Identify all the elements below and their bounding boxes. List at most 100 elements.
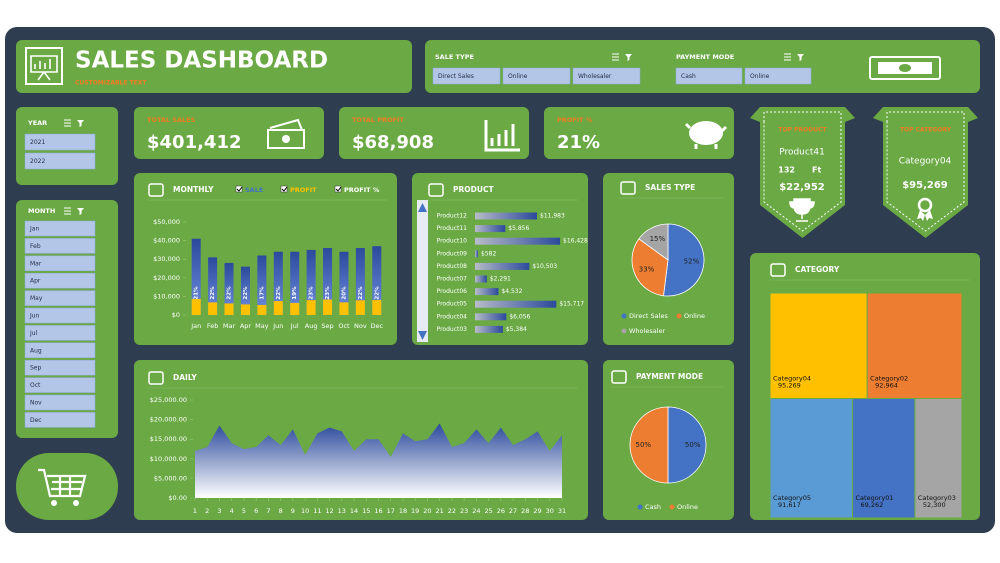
scroll-up[interactable] (418, 203, 427, 212)
slicer-button[interactable] (24, 152, 96, 170)
slicer-option[interactable]: 2021 (30, 139, 45, 146)
legend-check (236, 186, 243, 192)
filter-icon[interactable] (625, 54, 632, 61)
slicer-button[interactable] (24, 394, 96, 411)
chart-title: DAILY (173, 373, 197, 382)
y-tick-label: Product12 (437, 213, 468, 220)
slicer-button[interactable] (24, 255, 96, 272)
legend-label[interactable]: SALE (245, 186, 263, 194)
treemap-cell[interactable] (769, 398, 854, 519)
sale-bar (323, 248, 333, 315)
x-tick-label: 22 (448, 507, 456, 515)
x-tick-label: Nov (354, 322, 367, 330)
legend-checkbox[interactable] (280, 185, 288, 193)
x-tick-label: 15 (362, 507, 370, 515)
filter-icon (612, 53, 619, 61)
profit-pct-label: 21% (194, 286, 200, 300)
ribbon (873, 107, 978, 238)
slicer-button[interactable] (24, 325, 96, 341)
slicer-button[interactable] (24, 272, 96, 289)
profit-bar (257, 304, 267, 315)
pie-slice (663, 223, 705, 297)
slicer-option[interactable]: Jun (29, 313, 40, 320)
top-product-name: Product41 (779, 148, 825, 158)
chart-title: CATEGORY (795, 265, 840, 274)
slicer-button[interactable] (24, 307, 96, 324)
slicer-option[interactable]: Wholesaler (578, 73, 612, 80)
slicer-button[interactable] (24, 220, 96, 237)
slicer-option[interactable]: Online (508, 73, 528, 80)
slicer-option[interactable]: Sep (30, 365, 42, 372)
slicer-option[interactable]: Jan (29, 226, 39, 233)
slicer-option[interactable]: Nov (30, 400, 42, 407)
slicer-option[interactable]: Jul (29, 330, 38, 337)
slicer-option[interactable]: Cash (681, 73, 696, 80)
x-tick-label: 20 (423, 507, 431, 515)
scroll-down[interactable] (418, 331, 427, 340)
slicer-option[interactable]: 2022 (30, 158, 45, 165)
y-tick-label: $0 (172, 311, 180, 319)
treemap-cell[interactable] (852, 398, 916, 519)
slicer-button[interactable] (24, 359, 96, 376)
slicer-button[interactable] (24, 342, 96, 359)
bar (475, 262, 530, 270)
profit-pct-label: 19% (292, 286, 298, 300)
profit-bar (290, 302, 300, 315)
cart-icon (73, 500, 79, 506)
slicer-button[interactable] (744, 67, 812, 85)
y-tick-label: Product05 (437, 301, 468, 308)
top-category-value: $95,269 (902, 180, 948, 191)
slicer-button[interactable] (24, 377, 96, 393)
scrollbar[interactable] (417, 200, 428, 342)
profit-bar (355, 300, 365, 315)
y-tick-label: $20,000.00 (150, 416, 187, 424)
slicer-button[interactable] (24, 412, 96, 428)
slicer-button[interactable] (24, 133, 96, 151)
filter-icon[interactable] (797, 54, 804, 61)
slicer-button[interactable] (572, 67, 641, 85)
slicer-option[interactable]: Mar (30, 260, 42, 267)
kpi-icon (684, 122, 728, 149)
y-tick-label: Product06 (437, 288, 468, 295)
slicer-option[interactable]: Feb (30, 243, 41, 250)
slicer-option[interactable]: May (30, 295, 43, 302)
legend-label[interactable]: PROFIT (290, 186, 317, 194)
dashboard-subtitle: CUSTOMIZABLE TEXT (75, 80, 147, 87)
slicer-button[interactable] (24, 238, 96, 254)
treemap-cell[interactable] (866, 292, 963, 400)
slicer-option[interactable]: Oct (30, 382, 41, 389)
value-label: $11,983 (540, 213, 565, 220)
y-tick-label: Product03 (437, 326, 468, 333)
legend-label[interactable]: PROFIT % (344, 186, 380, 194)
slicer-button[interactable] (24, 290, 96, 306)
legend-checkbox[interactable] (334, 185, 342, 193)
value-label: $16,428 (563, 238, 588, 245)
x-tick-label: 18 (399, 507, 407, 515)
slicer-label: YEAR (27, 119, 47, 127)
treemap-cell[interactable] (769, 292, 868, 400)
slicer-button[interactable] (675, 67, 743, 85)
filter-icon[interactable] (77, 120, 84, 127)
slicer-option[interactable]: Aug (30, 347, 42, 354)
header-icon (25, 47, 63, 85)
value-label: $2,291 (490, 276, 511, 283)
pie-slice (629, 406, 669, 484)
slicer-button[interactable] (502, 67, 571, 85)
slicer-button[interactable] (432, 67, 501, 85)
cart-icon (38, 468, 87, 498)
slice-label: 33% (639, 265, 655, 273)
treemap-cell[interactable] (914, 398, 963, 519)
legend-marker (637, 504, 643, 510)
slicer-option[interactable]: Online (750, 73, 770, 80)
cart-panel[interactable] (16, 453, 118, 520)
slicer-option[interactable]: Dec (30, 417, 42, 424)
x-tick-label: 21 (436, 507, 444, 515)
filter-icon (64, 119, 71, 127)
legend-checkbox[interactable] (235, 185, 243, 193)
y-tick-label: Product04 (437, 313, 468, 320)
y-tick-label: $20,000 (153, 274, 180, 282)
profit-bar (208, 302, 218, 315)
slicer-option[interactable]: Apr (30, 278, 41, 285)
filter-icon[interactable] (77, 208, 84, 215)
slicer-option[interactable]: Direct Sales (438, 73, 474, 80)
